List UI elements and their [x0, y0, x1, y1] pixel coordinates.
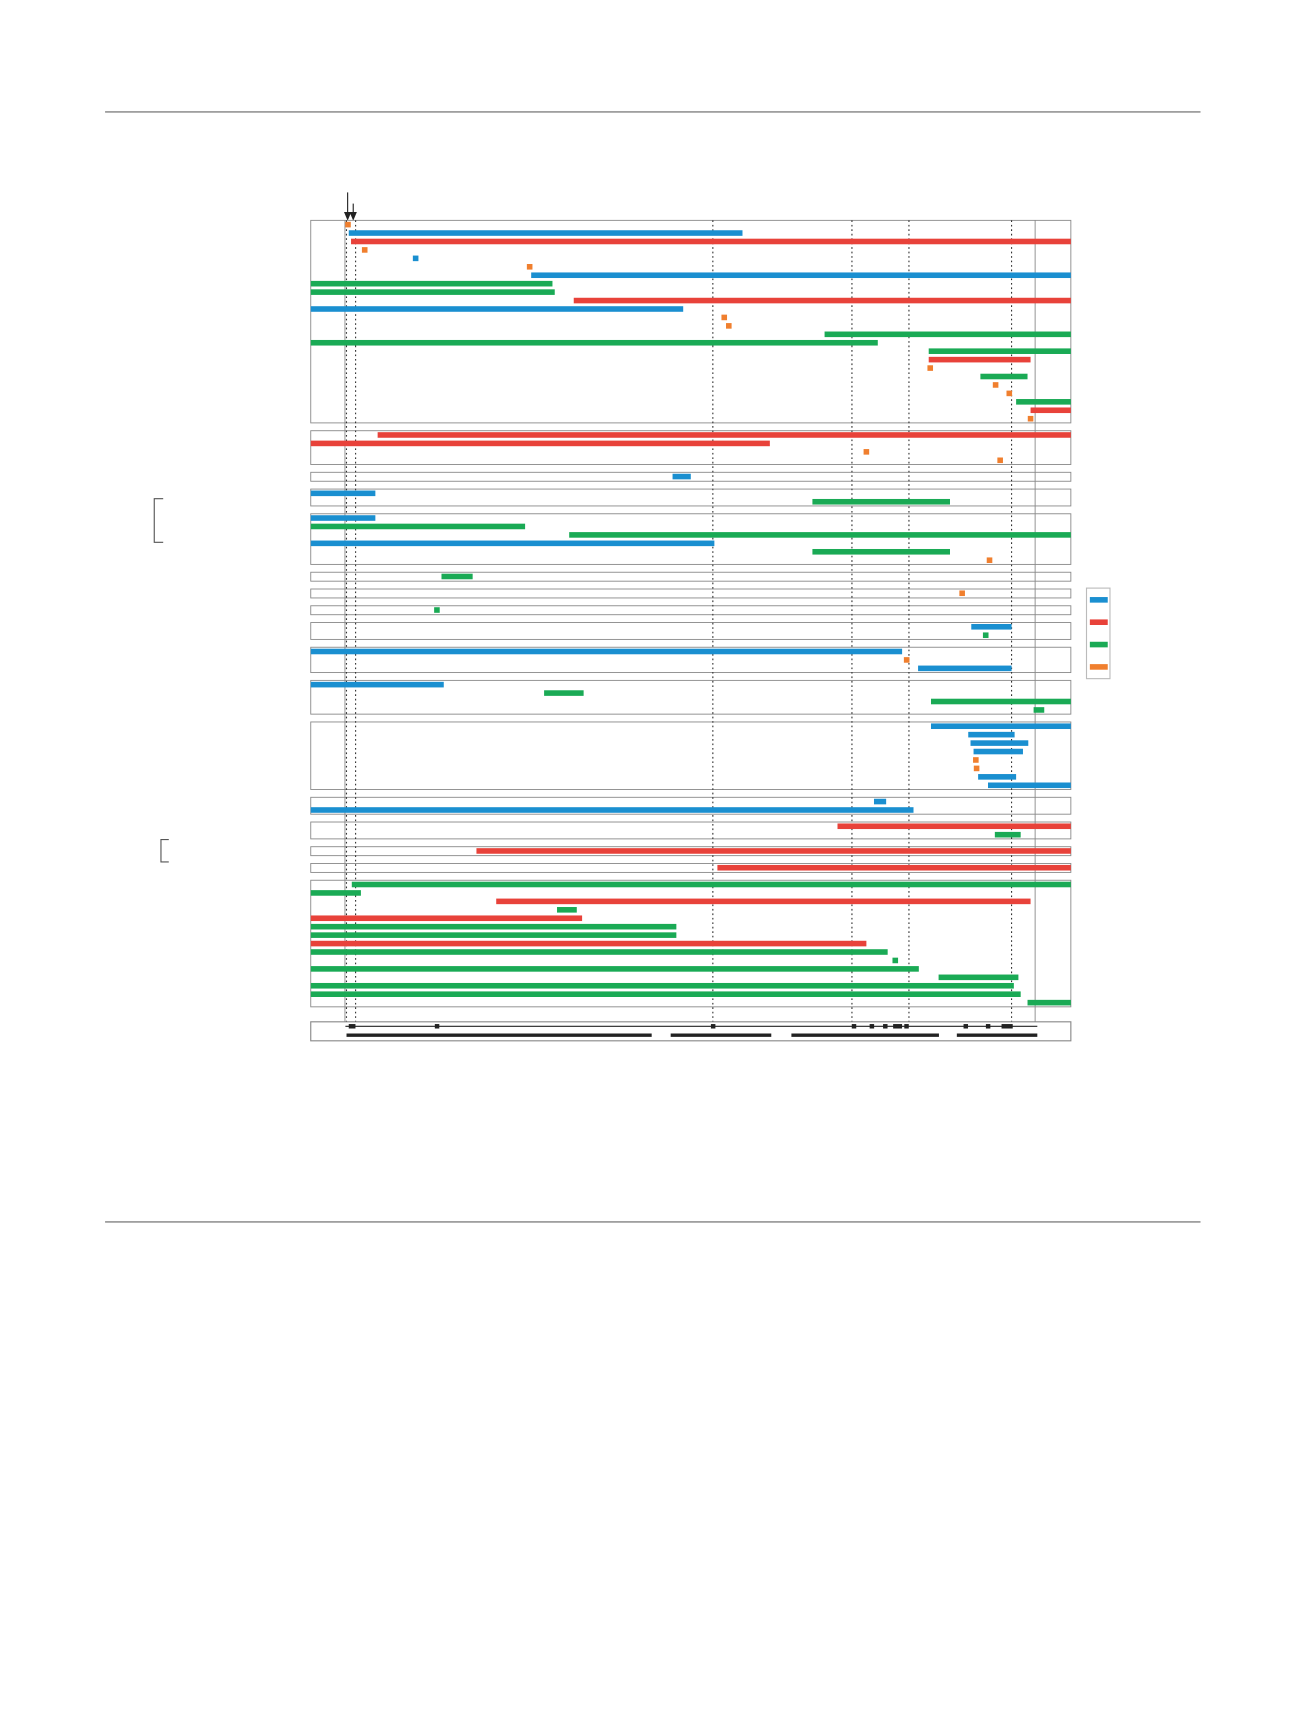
- segment: [310, 923, 677, 930]
- segment: [310, 940, 867, 947]
- segment: [938, 974, 1019, 981]
- point: [526, 264, 533, 270]
- segment: [930, 723, 1071, 730]
- segment: [988, 782, 1071, 789]
- segment: [994, 831, 1021, 838]
- arrows: [344, 192, 357, 221]
- segment: [351, 238, 1071, 245]
- segment: [310, 523, 526, 530]
- point: [345, 221, 351, 228]
- segment: [310, 280, 553, 287]
- panel: [310, 219, 1072, 424]
- segment: [971, 623, 1012, 630]
- segment: [672, 473, 691, 480]
- segment: [496, 898, 1031, 905]
- panel: [310, 622, 1072, 640]
- segment: [310, 306, 684, 312]
- segment: [837, 823, 1071, 830]
- point: [412, 255, 419, 262]
- segment: [377, 432, 1071, 438]
- point: [1027, 415, 1034, 422]
- point: [997, 457, 1003, 464]
- point: [1006, 390, 1013, 397]
- segment: [1016, 399, 1071, 405]
- point: [726, 323, 732, 329]
- legend-swatch: [1089, 597, 1108, 603]
- segment: [310, 932, 677, 938]
- segment: [930, 698, 1071, 705]
- panel: [310, 588, 1072, 599]
- segment: [873, 798, 887, 805]
- point: [903, 657, 910, 663]
- segment: [310, 915, 583, 922]
- segment: [1030, 407, 1071, 414]
- segment: [544, 690, 584, 696]
- segment: [824, 331, 1071, 338]
- legend: [1085, 587, 1111, 680]
- segment: [310, 339, 878, 346]
- segment: [310, 966, 919, 972]
- point: [361, 247, 368, 253]
- bracket: [160, 839, 169, 863]
- segment: [476, 848, 1071, 854]
- segment: [310, 289, 555, 295]
- panel: [310, 721, 1072, 790]
- segment: [310, 807, 914, 813]
- point: [892, 957, 899, 964]
- segment: [310, 490, 376, 497]
- point: [973, 757, 979, 763]
- point: [992, 382, 999, 388]
- segment: [717, 864, 1071, 871]
- segment: [310, 949, 888, 955]
- segment: [928, 348, 1071, 354]
- segment: [310, 515, 376, 521]
- segment: [918, 665, 1012, 672]
- legend-swatch: [1089, 641, 1108, 648]
- segment: [973, 748, 1023, 755]
- point: [986, 557, 993, 564]
- segment: [812, 548, 950, 555]
- segment: [310, 890, 361, 896]
- segment: [978, 774, 1017, 780]
- segment: [310, 991, 1021, 997]
- segment: [1027, 999, 1071, 1006]
- segment: [310, 648, 903, 655]
- legend-swatch: [1089, 664, 1108, 670]
- legend-swatch: [1089, 619, 1108, 625]
- segment: [1033, 707, 1045, 713]
- legend-box: [1085, 587, 1111, 680]
- plot: [310, 219, 1072, 1034]
- segment: [569, 532, 1071, 538]
- point: [973, 765, 980, 772]
- panel: [310, 513, 1072, 565]
- point: [721, 314, 728, 321]
- segment: [970, 740, 1029, 746]
- segment: [441, 573, 473, 580]
- segment: [310, 440, 770, 447]
- point: [959, 590, 965, 597]
- segment: [812, 498, 950, 505]
- segment: [310, 540, 715, 547]
- segment: [928, 356, 1031, 363]
- panel: [310, 605, 1072, 616]
- segment: [573, 297, 1071, 304]
- point: [982, 632, 989, 639]
- segment: [557, 907, 577, 913]
- panel: [310, 488, 1072, 507]
- segment: [348, 230, 743, 236]
- segment: [310, 982, 1014, 989]
- point: [434, 607, 440, 613]
- point: [927, 365, 934, 371]
- segment: [531, 272, 1071, 279]
- segment: [968, 731, 1015, 738]
- point: [863, 449, 870, 455]
- segment: [980, 373, 1028, 380]
- gene-track: [310, 1021, 1072, 1042]
- panel: [310, 571, 1072, 582]
- bracket: [153, 498, 164, 543]
- segment: [351, 881, 1071, 888]
- segment: [310, 681, 444, 688]
